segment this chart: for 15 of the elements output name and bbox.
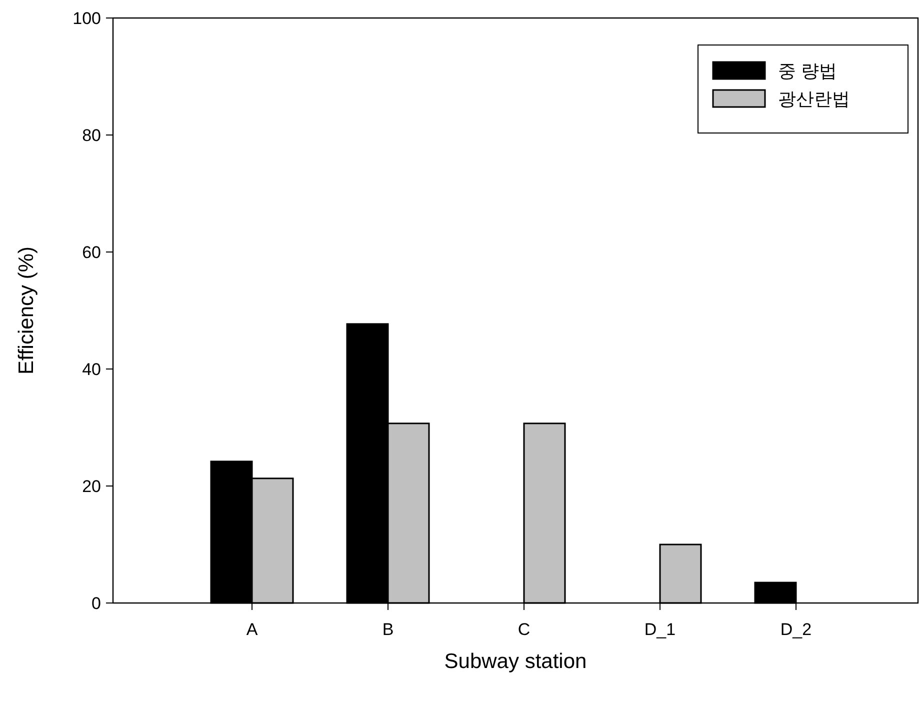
x-tick-label: D_2 <box>780 620 812 639</box>
legend-label: 중 량법 <box>778 61 838 81</box>
x-tick-label: D_1 <box>644 620 676 639</box>
y-tick-label: 0 <box>92 594 101 613</box>
x-tick-label: C <box>518 620 530 639</box>
y-tick-label: 20 <box>82 477 101 496</box>
x-tick-label: B <box>382 620 394 639</box>
y-axis-title: Efficiency (%) <box>15 246 38 374</box>
x-tick-label: A <box>246 620 258 639</box>
y-tick-label: 60 <box>82 243 101 262</box>
y-tick-label: 40 <box>82 360 101 379</box>
x-axis-title: Subway station <box>444 650 587 673</box>
y-tick-label: 100 <box>72 9 101 28</box>
y-tick-label: 80 <box>82 126 101 145</box>
legend-label: 광산란법 <box>778 89 850 109</box>
